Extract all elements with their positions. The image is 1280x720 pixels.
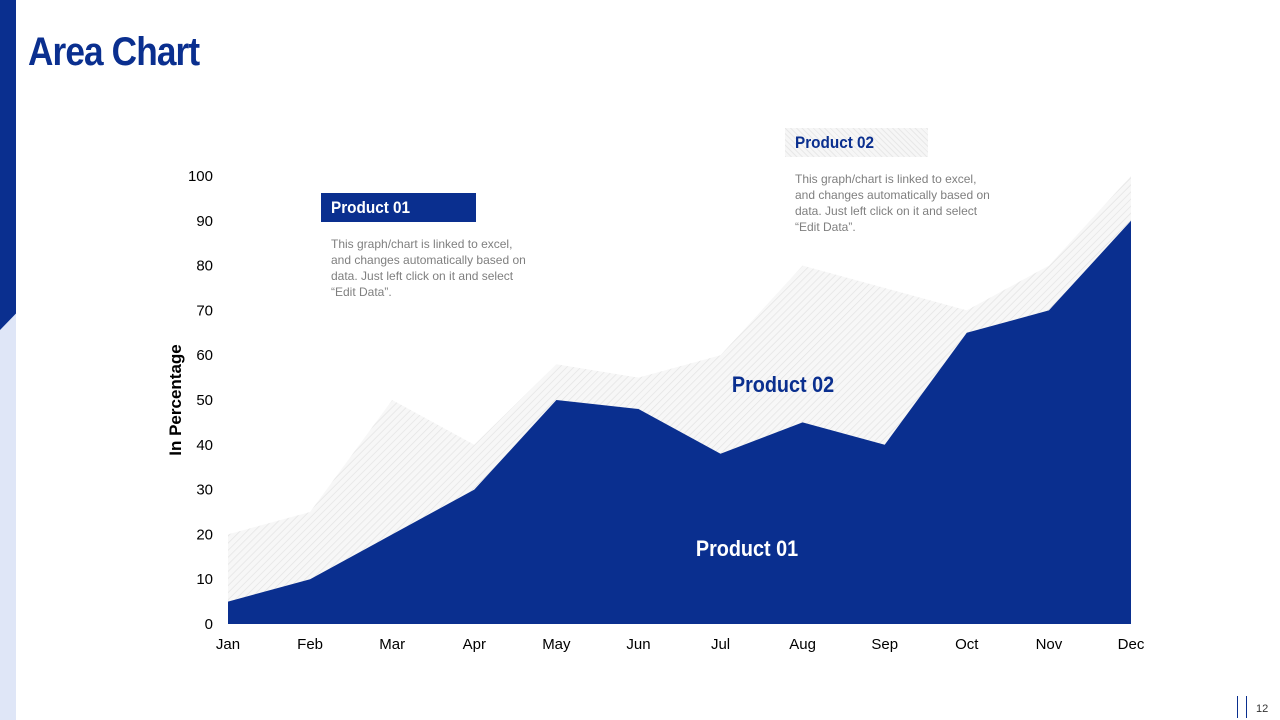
x-tick-label: Oct (955, 636, 979, 653)
y-tick-label: 20 (196, 526, 213, 543)
x-tick-label: Jan (216, 636, 240, 653)
annotation-product-01: Product 01 (696, 537, 799, 561)
x-tick-label: Mar (379, 636, 405, 653)
y-tick-label: 80 (196, 258, 213, 275)
y-tick-label: 90 (196, 213, 213, 230)
y-axis-ticks: 0 10 20 30 40 50 60 70 80 90 100 (188, 168, 213, 633)
x-axis-ticks: Jan Feb Mar Apr May Jun Jul Aug Sep Oct Nov Dec (216, 636, 1145, 653)
y-tick-label: 100 (188, 168, 213, 185)
legend-product-02: Product 02 (785, 128, 928, 157)
x-tick-label: Apr (463, 636, 486, 653)
y-tick-label: 0 (205, 616, 213, 633)
y-tick-label: 30 (196, 482, 213, 499)
x-tick-label: May (542, 636, 571, 653)
area-product-01[interactable] (228, 220, 1131, 625)
x-tick-label: Feb (297, 636, 323, 653)
y-tick-label: 40 (196, 437, 213, 454)
legend-product-02-description: This graph/chart is linked to excel, and… (795, 172, 990, 234)
x-tick-label: Sep (871, 636, 898, 653)
y-tick-label: 70 (196, 302, 213, 319)
slide-title: Area Chart (28, 30, 200, 74)
x-tick-label: Nov (1036, 636, 1063, 653)
x-tick-label: Dec (1118, 636, 1145, 653)
x-tick-label: Aug (789, 636, 816, 653)
y-tick-label: 60 (196, 347, 213, 364)
y-tick-label: 10 (196, 571, 213, 588)
x-tick-label: Jul (711, 636, 730, 653)
page-number: 12 (1256, 703, 1269, 715)
x-tick-label: Jun (626, 636, 650, 653)
y-tick-label: 50 (196, 392, 213, 409)
legend-product-02-label: Product 02 (795, 133, 875, 152)
legend-product-01-label: Product 01 (331, 198, 411, 217)
left-accent-bar-dark (0, 0, 16, 330)
legend-product-01-description: This graph/chart is linked to excel, and… (331, 237, 526, 299)
y-axis-label: In Percentage (166, 344, 185, 456)
page-number-divider (1237, 696, 1247, 718)
annotation-product-02: Product 02 (732, 373, 834, 397)
legend-product-01: Product 01 (321, 193, 476, 222)
